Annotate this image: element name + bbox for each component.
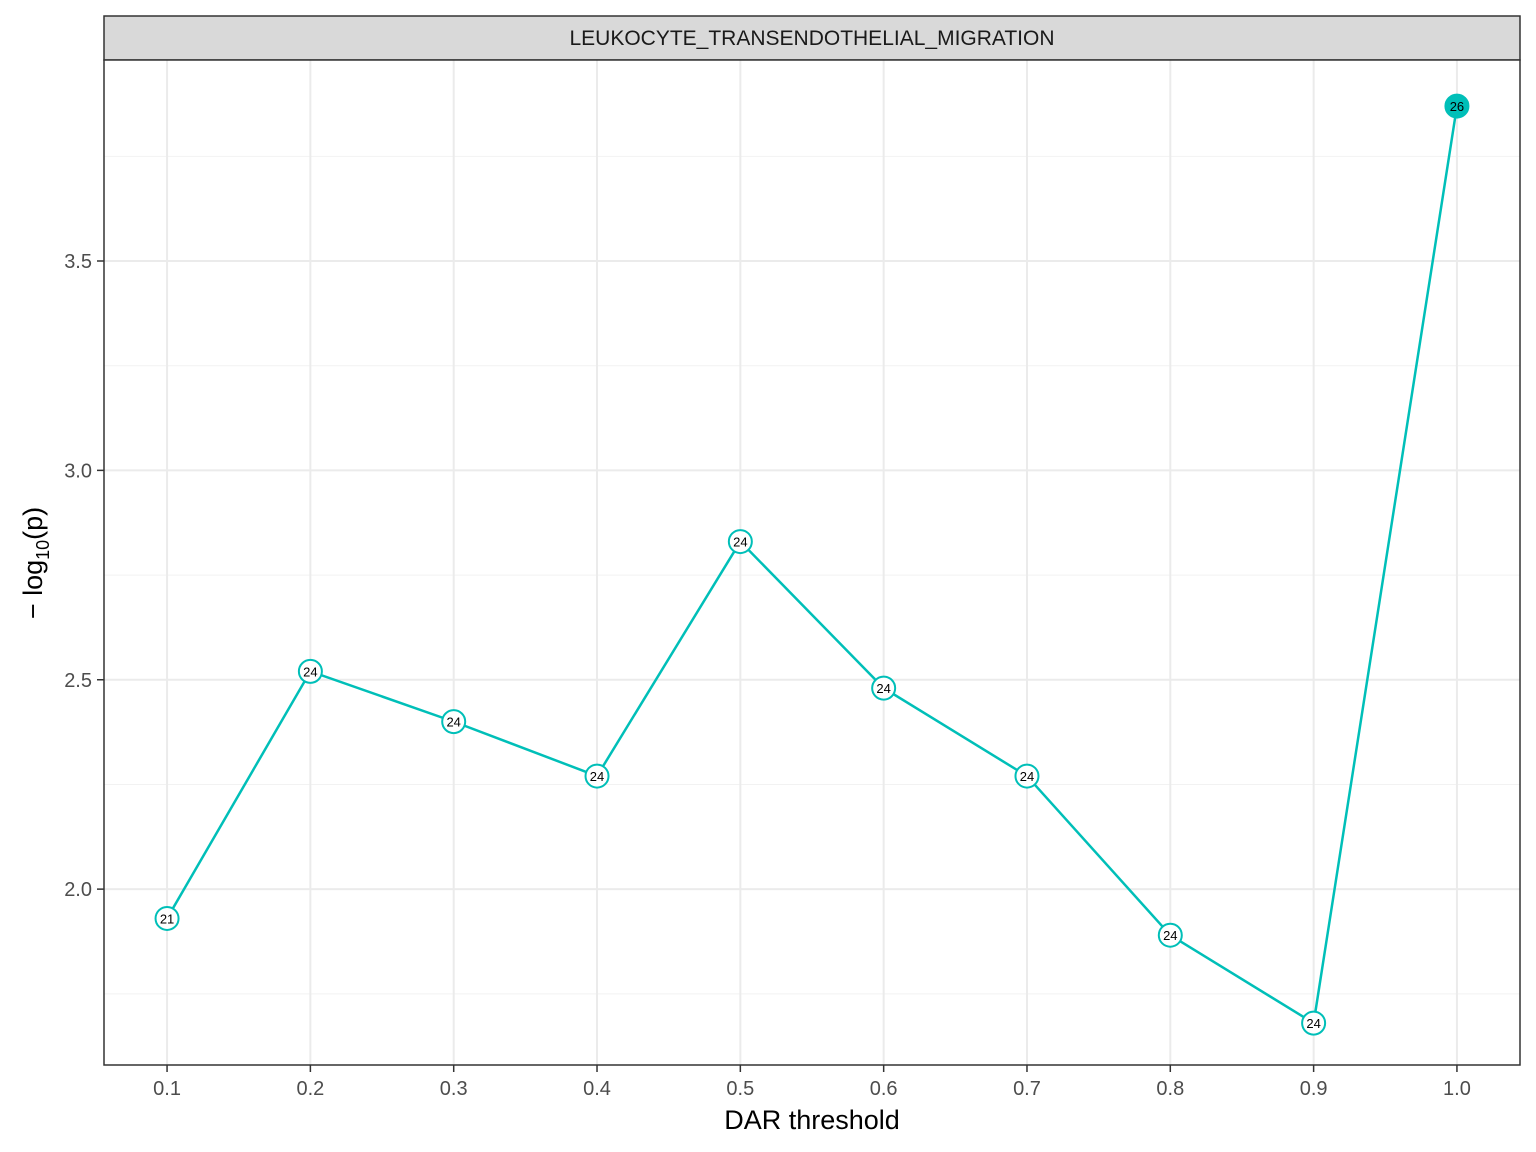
- x-axis-title: DAR threshold: [724, 1105, 900, 1135]
- data-point: [1444, 93, 1470, 119]
- x-tick-label: 0.7: [1013, 1078, 1041, 1100]
- data-point: [871, 675, 897, 701]
- data-point-label: 24: [876, 681, 890, 696]
- data-point: [727, 529, 753, 555]
- x-tick-label: 0.3: [440, 1078, 468, 1100]
- y-tick-label: 3.5: [64, 251, 92, 273]
- x-tick-label: 0.2: [296, 1078, 324, 1100]
- data-point-label: 24: [1163, 928, 1177, 943]
- x-tick-label: 0.6: [870, 1078, 898, 1100]
- x-tick-label: 0.8: [1156, 1078, 1184, 1100]
- data-point: [1014, 763, 1040, 789]
- y-tick-label: 2.0: [64, 879, 92, 901]
- data-point-label: 24: [303, 664, 317, 679]
- data-point: [297, 658, 323, 684]
- x-tick-label: 0.1: [153, 1078, 181, 1100]
- data-point-label: 24: [1306, 1016, 1320, 1031]
- facet-strip: [103, 15, 1521, 61]
- x-tick-label: 0.5: [726, 1078, 754, 1100]
- plot-panel: [104, 60, 1520, 1065]
- y-axis-title: − log10(p): [18, 507, 53, 619]
- data-point-label: 24: [446, 715, 460, 730]
- data-point-label: 24: [1020, 769, 1034, 784]
- data-point: [441, 709, 467, 735]
- y-tick-label: 2.5: [64, 670, 92, 692]
- series-line: [165, 105, 1459, 1026]
- data-point-label: 26: [1450, 99, 1464, 114]
- y-tick-label: 3.0: [64, 460, 92, 482]
- x-tick-label: 1.0: [1443, 1078, 1471, 1100]
- data-point: [1301, 1010, 1327, 1036]
- data-point-label: 21: [160, 911, 174, 926]
- y-axis: 2.0 2.5 3.0 3.5: [64, 251, 104, 901]
- data-point-label: 24: [733, 535, 747, 550]
- x-tick-label: 0.9: [1300, 1078, 1328, 1100]
- data-point-label: 24: [590, 769, 604, 784]
- series-line-group: [165, 105, 1459, 1026]
- x-axis: 0.1 0.2 0.3 0.4 0.5 0.6 0.7 0.8 0.9 1.0: [153, 1065, 1471, 1100]
- gridlines: [104, 60, 1520, 1065]
- data-point: [154, 905, 180, 931]
- x-tick-label: 0.4: [583, 1078, 611, 1100]
- points-group: 21 24 24 24 24 24 24 24 24 26: [154, 93, 1470, 1036]
- data-point: [1157, 922, 1183, 948]
- facet-title: LEUKOCYTE_TRANSENDOTHELIAL_MIGRATION: [569, 27, 1054, 50]
- panel-border: [103, 59, 1521, 1066]
- data-point: [584, 763, 610, 789]
